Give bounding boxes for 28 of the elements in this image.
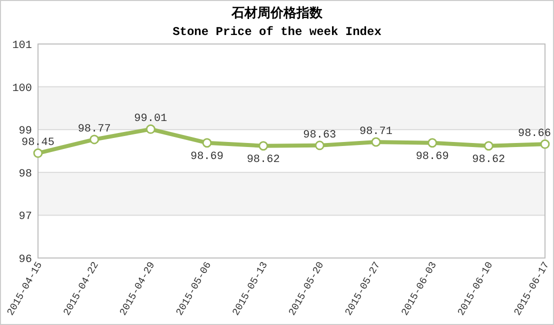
point [428, 138, 438, 148]
data-label: 98.69 [190, 150, 224, 163]
point [484, 141, 494, 151]
data-label: 98.69 [416, 150, 449, 163]
point [258, 141, 268, 151]
y-tick-label: 100 [12, 82, 32, 95]
point [314, 140, 324, 150]
data-label: 98.62 [472, 154, 506, 166]
y-tick-label: 101 [12, 40, 32, 52]
y-tick-label: 98 [18, 168, 32, 180]
y-tick-label: 97 [18, 211, 32, 224]
data-label: 98.71 [359, 126, 393, 138]
data-label: 98.63 [303, 129, 336, 142]
data-label: 98.77 [78, 123, 111, 136]
point [146, 124, 156, 134]
data-label: 98.66 [518, 128, 551, 140]
point [540, 139, 550, 149]
data-label: 99.01 [134, 113, 168, 126]
data-label: 98.45 [21, 137, 55, 150]
point [371, 137, 381, 147]
chart-title: 石材周价格指数 [230, 6, 324, 21]
y-tick-label: 99 [18, 126, 32, 138]
point [90, 134, 100, 144]
chart-subtitle: Stone Price of the week Index [172, 25, 382, 39]
point [202, 138, 212, 148]
data-label: 98.62 [246, 154, 280, 166]
y-tick-label: 96 [18, 254, 32, 266]
point [33, 148, 43, 158]
